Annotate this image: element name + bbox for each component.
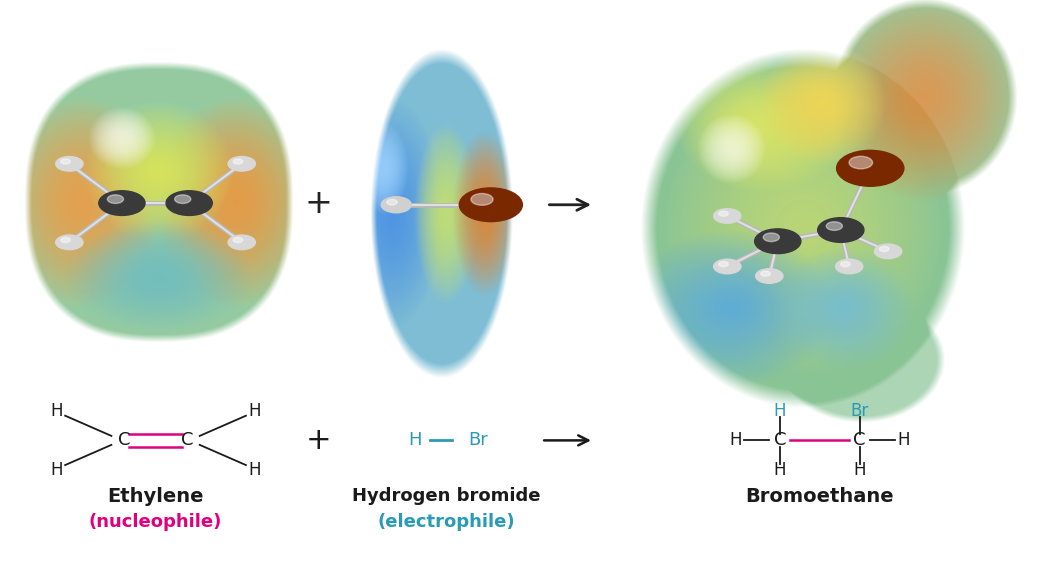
- Circle shape: [107, 195, 124, 204]
- Text: H: H: [729, 431, 742, 449]
- Text: H: H: [898, 431, 910, 449]
- Circle shape: [459, 188, 522, 222]
- Circle shape: [174, 195, 191, 204]
- Circle shape: [826, 222, 843, 231]
- Circle shape: [99, 191, 145, 215]
- Circle shape: [841, 261, 850, 266]
- Circle shape: [880, 246, 889, 251]
- Circle shape: [233, 237, 243, 242]
- Text: H: H: [774, 402, 786, 420]
- Circle shape: [756, 269, 783, 283]
- Circle shape: [387, 199, 397, 205]
- Circle shape: [763, 233, 780, 242]
- Text: Br: Br: [469, 431, 488, 449]
- Text: (nucleophile): (nucleophile): [89, 513, 222, 531]
- Circle shape: [755, 229, 801, 254]
- Circle shape: [61, 237, 70, 242]
- Text: C: C: [181, 431, 193, 449]
- Circle shape: [228, 157, 255, 171]
- Circle shape: [471, 194, 493, 205]
- Text: H: H: [248, 402, 261, 420]
- Text: C: C: [118, 431, 130, 449]
- Text: C: C: [774, 431, 786, 449]
- Text: Hydrogen bromide: Hydrogen bromide: [352, 488, 541, 505]
- Circle shape: [56, 235, 83, 250]
- Text: H: H: [248, 461, 261, 479]
- Text: H: H: [50, 402, 63, 420]
- Circle shape: [874, 244, 902, 259]
- Circle shape: [233, 159, 243, 164]
- Circle shape: [382, 197, 411, 213]
- Circle shape: [61, 159, 70, 164]
- Circle shape: [166, 191, 212, 215]
- Text: Bromoethane: Bromoethane: [745, 487, 894, 506]
- Circle shape: [228, 235, 255, 250]
- Text: Ethylene: Ethylene: [107, 487, 204, 506]
- Text: Br: Br: [850, 402, 869, 420]
- Text: H: H: [409, 431, 421, 449]
- Circle shape: [849, 157, 872, 169]
- Text: +: +: [305, 187, 332, 220]
- Circle shape: [719, 211, 728, 216]
- Circle shape: [837, 150, 904, 186]
- Text: +: +: [306, 426, 331, 455]
- Circle shape: [714, 259, 741, 274]
- Circle shape: [719, 261, 728, 266]
- Text: H: H: [853, 461, 866, 479]
- Circle shape: [761, 271, 770, 276]
- Text: C: C: [853, 431, 866, 449]
- Circle shape: [836, 259, 863, 274]
- Text: H: H: [774, 461, 786, 479]
- Circle shape: [714, 209, 741, 223]
- Text: H: H: [50, 461, 63, 479]
- Circle shape: [818, 218, 864, 242]
- Circle shape: [56, 157, 83, 171]
- Text: (electrophile): (electrophile): [378, 513, 515, 531]
